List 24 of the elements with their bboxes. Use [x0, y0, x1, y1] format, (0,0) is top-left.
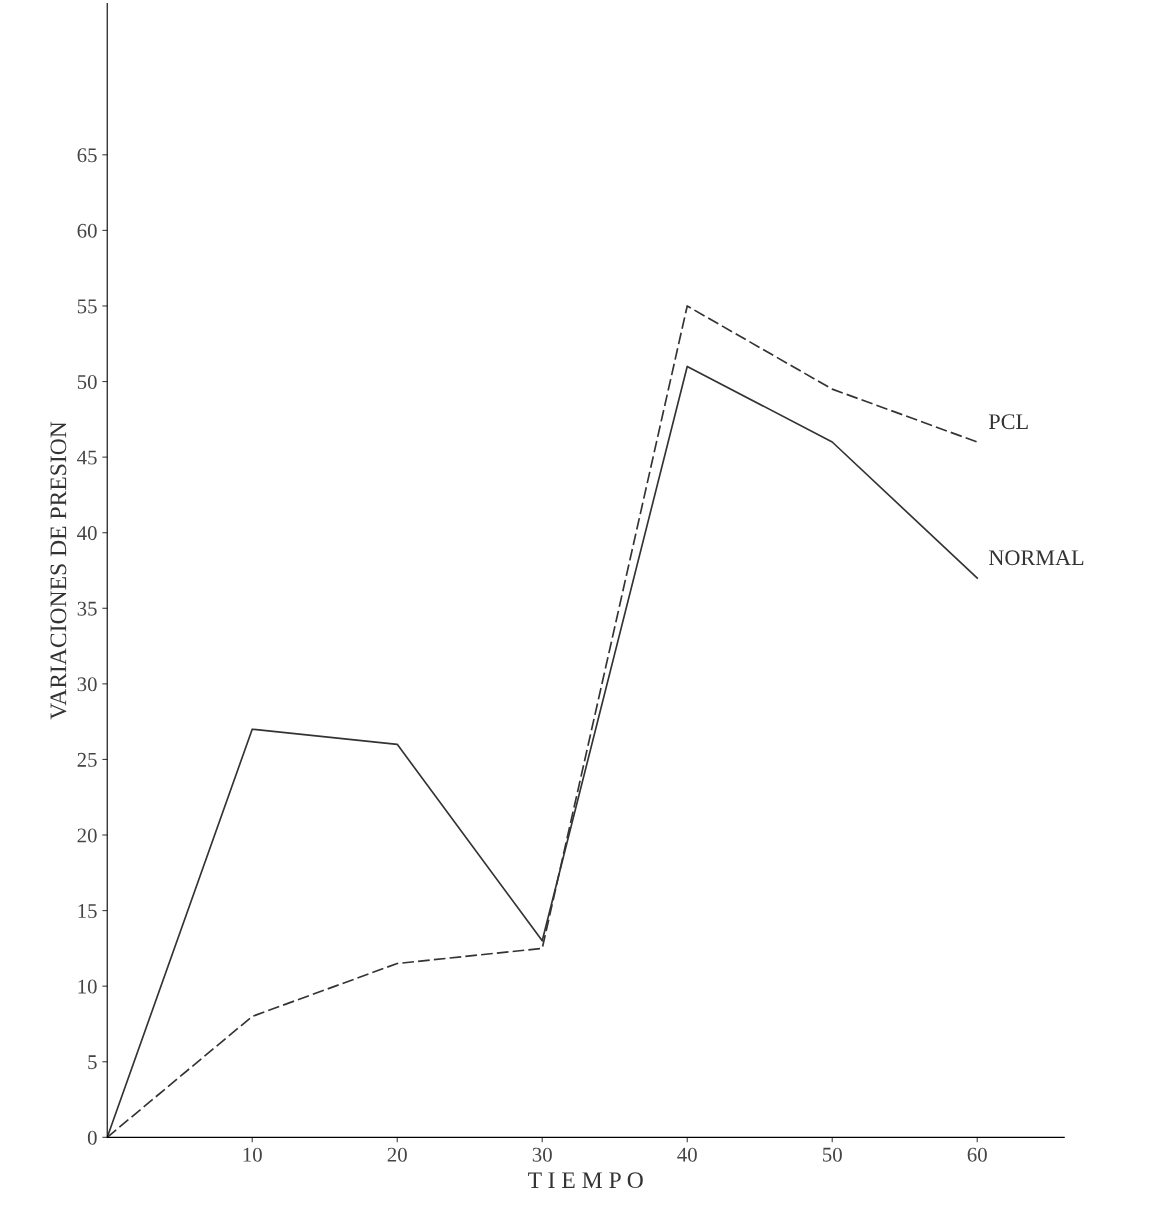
y-tick-label: 15: [78, 904, 97, 919]
y-tick-label: 10: [78, 979, 97, 994]
y-tick-label: 25: [77, 752, 97, 767]
y-tick-label: 0: [87, 1130, 97, 1145]
x-tick-label: 20: [387, 1147, 407, 1162]
y-tick-label: 35: [77, 601, 97, 616]
x-tick-label: 40: [677, 1147, 697, 1162]
x-axis-title: T I E M P O: [528, 1172, 643, 1189]
y-tick-label: 45: [77, 450, 97, 465]
y-axis-title: VARIACIONES DE PRESION: [50, 421, 67, 720]
x-tick-label: 60: [967, 1147, 987, 1162]
x-tick-label: 30: [532, 1147, 552, 1162]
y-tick-label: 40: [77, 526, 97, 541]
y-tick-label: 5: [88, 1055, 97, 1070]
y-tick-label: 20: [77, 828, 97, 843]
x-tick-label: 50: [823, 1147, 842, 1162]
y-tick-label: 60: [77, 223, 97, 238]
y-tick-label: 55: [77, 299, 97, 314]
x-tick-label: 10: [243, 1147, 262, 1162]
y-tick-label: 30: [77, 677, 97, 692]
series-label: PCL: [988, 414, 1028, 430]
y-tick-label: 65: [77, 148, 97, 163]
series-label: NORMAL: [988, 550, 1084, 566]
y-tick-label: 50: [77, 374, 97, 389]
